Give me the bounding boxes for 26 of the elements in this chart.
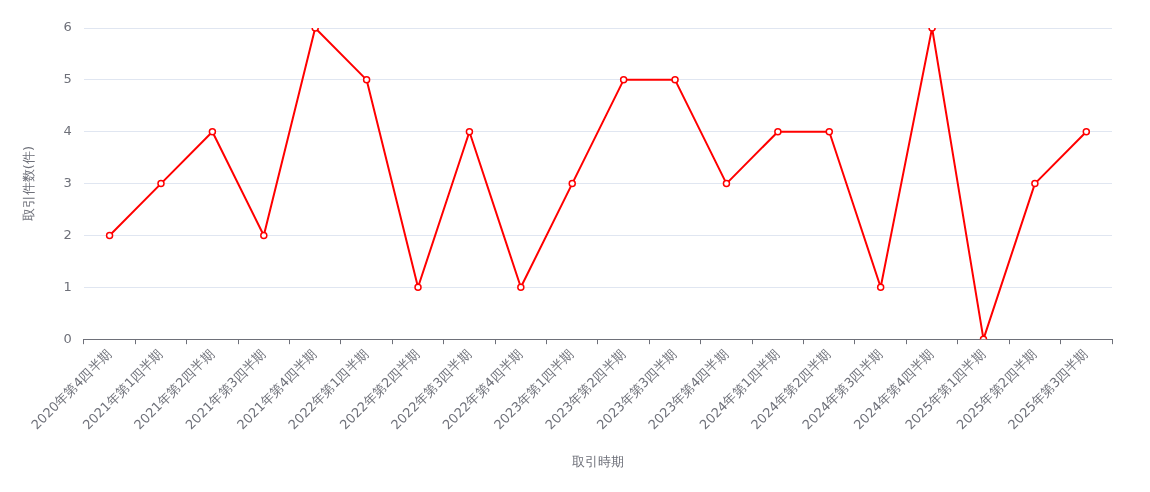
y-tick-label: 6: [63, 19, 72, 35]
y-tick-label: 5: [63, 71, 72, 87]
point: [774, 127, 782, 136]
point: [465, 127, 474, 136]
y-tick-label: 3: [63, 174, 72, 190]
y-tick-label: 4: [63, 123, 72, 139]
y-tick-label: 2: [63, 226, 72, 242]
point: [414, 283, 422, 292]
y-tick-label: 1: [63, 278, 72, 294]
point: [825, 127, 834, 136]
y-axis-title: 取引件数(件): [21, 146, 37, 222]
point: [568, 179, 576, 188]
point: [260, 231, 268, 240]
point: [671, 76, 679, 84]
point: [105, 231, 114, 240]
point: [722, 179, 731, 188]
point: [1031, 179, 1039, 188]
point: [517, 283, 525, 292]
point: [157, 179, 165, 188]
point: [208, 127, 217, 136]
point: [876, 283, 885, 292]
point: [362, 76, 371, 84]
x-axis-title: 取引時期: [571, 453, 624, 469]
point: [619, 76, 628, 84]
point: [1082, 127, 1091, 136]
y-tick-label: 0: [63, 330, 72, 346]
